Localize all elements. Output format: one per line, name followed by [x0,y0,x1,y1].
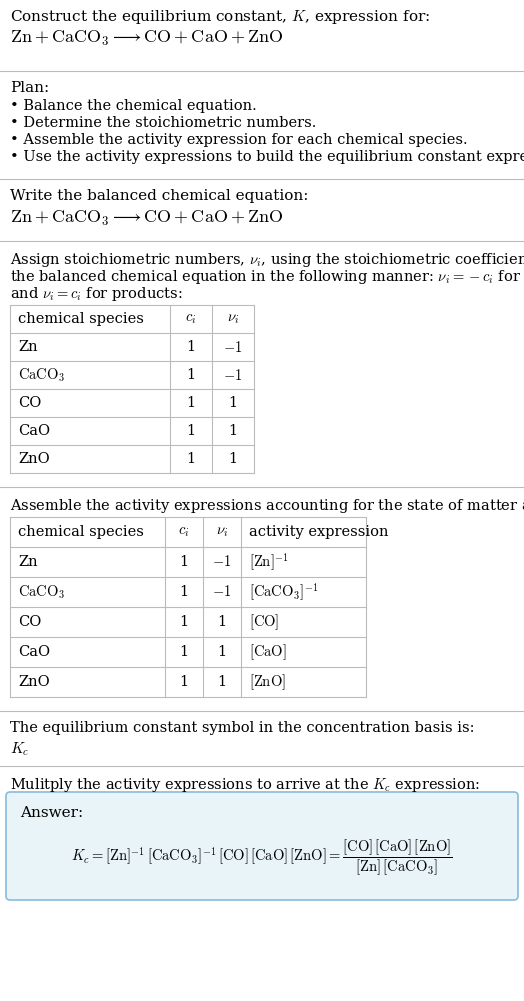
Text: $\nu_i$: $\nu_i$ [216,525,228,539]
Text: 1: 1 [228,424,237,438]
Text: chemical species: chemical species [18,312,144,326]
Text: and $\nu_i = c_i$ for products:: and $\nu_i = c_i$ for products: [10,285,182,303]
Text: Zn: Zn [18,340,38,354]
Text: CO: CO [18,615,41,629]
Text: Assemble the activity expressions accounting for the state of matter and $\nu_i$: Assemble the activity expressions accoun… [10,497,524,515]
Text: 1: 1 [217,675,226,689]
Text: CaO: CaO [18,645,50,659]
Text: 1: 1 [187,424,195,438]
Text: $\nu_i$: $\nu_i$ [227,312,239,326]
Text: $\mathrm{CaCO_3}$: $\mathrm{CaCO_3}$ [18,584,65,601]
Text: 1: 1 [217,645,226,659]
FancyBboxPatch shape [6,792,518,900]
Text: Plan:: Plan: [10,81,49,95]
Text: chemical species: chemical species [18,525,144,539]
Text: $-1$: $-1$ [212,585,232,600]
Text: $[\mathrm{Zn}]^{-1}$: $[\mathrm{Zn}]^{-1}$ [249,552,289,573]
Text: $\mathrm{Zn + CaCO_3 \longrightarrow CO + CaO + ZnO}$: $\mathrm{Zn + CaCO_3 \longrightarrow CO … [10,209,283,228]
Text: • Determine the stoichiometric numbers.: • Determine the stoichiometric numbers. [10,116,316,130]
Text: Write the balanced chemical equation:: Write the balanced chemical equation: [10,189,309,203]
Text: $c_i$: $c_i$ [185,312,196,326]
Text: Zn: Zn [18,555,38,569]
Text: 1: 1 [187,396,195,410]
Text: CO: CO [18,396,41,410]
Text: the balanced chemical equation in the following manner: $\nu_i = -c_i$ for react: the balanced chemical equation in the fo… [10,268,524,286]
Text: 1: 1 [228,396,237,410]
Text: $[\mathrm{CaCO_3}]^{-1}$: $[\mathrm{CaCO_3}]^{-1}$ [249,582,319,603]
Text: CaO: CaO [18,424,50,438]
Text: activity expression: activity expression [249,525,388,539]
Text: $[\mathrm{CO}]$: $[\mathrm{CO}]$ [249,613,279,632]
Text: $-1$: $-1$ [223,367,243,382]
Text: $K_c$: $K_c$ [10,740,29,758]
Text: The equilibrium constant symbol in the concentration basis is:: The equilibrium constant symbol in the c… [10,721,475,735]
Text: 1: 1 [179,585,189,599]
Text: 1: 1 [179,555,189,569]
Text: $-1$: $-1$ [223,339,243,354]
Text: 1: 1 [187,368,195,382]
Text: Mulitply the activity expressions to arrive at the $K_c$ expression:: Mulitply the activity expressions to arr… [10,776,480,794]
Text: $[\mathrm{CaO}]$: $[\mathrm{CaO}]$ [249,643,287,662]
Text: 1: 1 [179,675,189,689]
Text: Construct the equilibrium constant, $K$, expression for:: Construct the equilibrium constant, $K$,… [10,8,430,26]
Text: $c_i$: $c_i$ [178,525,190,539]
Text: Assign stoichiometric numbers, $\nu_i$, using the stoichiometric coefficients, $: Assign stoichiometric numbers, $\nu_i$, … [10,251,524,269]
Text: $K_c = [\mathrm{Zn}]^{-1}\,[\mathrm{CaCO_3}]^{-1}\,[\mathrm{CO}]\,[\mathrm{CaO}]: $K_c = [\mathrm{Zn}]^{-1}\,[\mathrm{CaCO… [71,838,453,878]
Text: $\mathrm{Zn + CaCO_3 \longrightarrow CO + CaO + ZnO}$: $\mathrm{Zn + CaCO_3 \longrightarrow CO … [10,29,283,48]
Text: 1: 1 [179,645,189,659]
Text: $[\mathrm{ZnO}]$: $[\mathrm{ZnO}]$ [249,673,286,692]
Text: • Balance the chemical equation.: • Balance the chemical equation. [10,99,257,113]
Text: 1: 1 [187,340,195,354]
Text: ZnO: ZnO [18,452,50,466]
Text: $-1$: $-1$ [212,555,232,570]
Text: ZnO: ZnO [18,675,50,689]
Text: 1: 1 [217,615,226,629]
Text: Answer:: Answer: [20,806,83,820]
Text: $\mathrm{CaCO_3}$: $\mathrm{CaCO_3}$ [18,366,65,383]
Text: 1: 1 [179,615,189,629]
Text: 1: 1 [228,452,237,466]
Text: • Use the activity expressions to build the equilibrium constant expression.: • Use the activity expressions to build … [10,150,524,164]
Text: 1: 1 [187,452,195,466]
Text: • Assemble the activity expression for each chemical species.: • Assemble the activity expression for e… [10,133,467,147]
